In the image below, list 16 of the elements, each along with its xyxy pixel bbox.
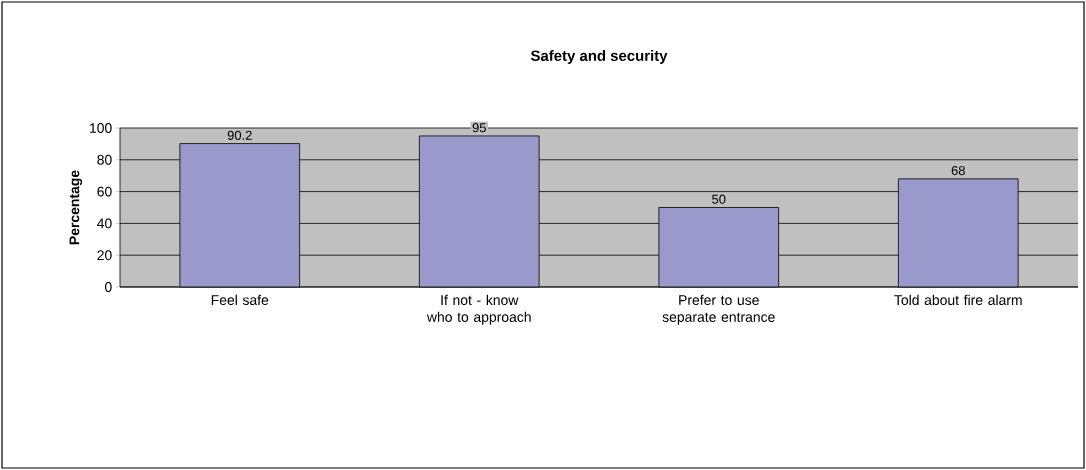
x-tick-label: Feel safe <box>211 294 269 306</box>
chart-title: Safety and security <box>530 50 668 64</box>
y-tick-label: 80 <box>97 154 112 165</box>
y-axis-title: Percentage <box>69 170 83 245</box>
x-tick-label: Told about fire alarm <box>894 294 1022 306</box>
data-label: 90.2 <box>227 130 252 140</box>
y-tick-label: 60 <box>97 186 112 197</box>
y-tick-label: 100 <box>90 123 112 133</box>
y-tick-label: 0 <box>105 282 112 292</box>
data-label: 68 <box>951 166 965 176</box>
x-tick-label: If not - know who to approach <box>426 294 531 325</box>
data-label: 50 <box>712 194 726 204</box>
data-label: 95 <box>472 123 486 133</box>
x-tick-label: Prefer to use separate entrance <box>662 294 775 325</box>
y-tick-label: 20 <box>97 250 112 261</box>
y-tick-label: 40 <box>97 218 112 229</box>
